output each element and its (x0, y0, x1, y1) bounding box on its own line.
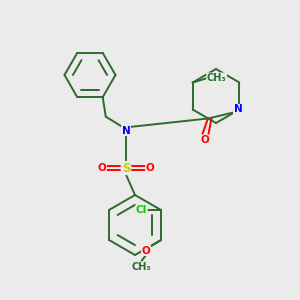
Text: CH₃: CH₃ (132, 262, 151, 272)
Text: N: N (233, 104, 242, 115)
Text: S: S (122, 161, 130, 175)
Text: O: O (142, 245, 150, 256)
Text: N: N (122, 125, 130, 136)
Text: CH₃: CH₃ (207, 73, 226, 83)
Text: O: O (146, 163, 154, 173)
Text: Cl: Cl (136, 205, 147, 215)
Text: O: O (200, 135, 209, 145)
Text: O: O (98, 163, 106, 173)
